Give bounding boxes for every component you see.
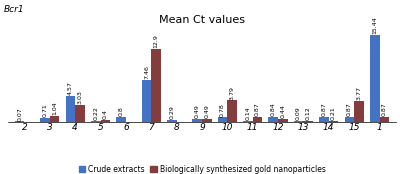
Bar [218,117,227,122]
Text: 7.46: 7.46 [144,65,149,79]
Bar [202,119,212,122]
Text: 0.14: 0.14 [246,106,250,120]
Bar [354,101,364,122]
Bar [344,117,354,122]
Bar [167,120,177,122]
Bar [319,117,329,122]
Text: 0.87: 0.87 [322,102,326,116]
Bar [75,105,85,122]
Bar [40,118,50,122]
Text: 0.12: 0.12 [306,106,311,120]
Bar [192,119,202,122]
Text: 0.09: 0.09 [296,107,301,120]
Text: 0.29: 0.29 [169,105,174,119]
Bar [253,117,262,122]
Bar [66,96,75,122]
Text: 0.22: 0.22 [93,106,98,120]
Text: 0.78: 0.78 [220,103,225,117]
Text: 15.44: 15.44 [372,16,377,34]
Text: 0.84: 0.84 [271,102,276,116]
Bar [278,119,288,122]
Bar [380,117,389,122]
Text: 0.87: 0.87 [347,102,352,116]
Bar [100,120,110,122]
Text: 4.57: 4.57 [68,81,73,95]
Text: 12.9: 12.9 [154,34,158,48]
Text: Bcr1: Bcr1 [4,5,25,14]
Title: Mean Ct values: Mean Ct values [159,15,245,25]
Text: 0.44: 0.44 [280,105,285,118]
Text: 0.4: 0.4 [103,109,108,119]
Text: 0.87: 0.87 [382,102,387,116]
Text: 0.8: 0.8 [119,107,124,116]
Text: 0.71: 0.71 [42,103,48,117]
Bar [116,117,126,122]
Text: 0.49: 0.49 [195,104,200,118]
Text: 3.79: 3.79 [230,86,235,100]
Legend: Crude extracts, Biologically synthesized gold nanoparticles: Crude extracts, Biologically synthesized… [76,162,328,174]
Text: 0.87: 0.87 [255,102,260,116]
Bar [50,116,60,122]
Text: 0.21: 0.21 [331,106,336,120]
Bar [15,121,24,122]
Bar [268,117,278,122]
Text: 3.77: 3.77 [356,86,362,100]
Bar [370,35,380,122]
Text: 1.04: 1.04 [52,101,57,115]
Bar [294,121,304,122]
Text: 0.07: 0.07 [17,107,22,121]
Text: 3.03: 3.03 [78,90,82,104]
Bar [91,121,100,122]
Bar [142,80,151,122]
Text: 0.49: 0.49 [204,104,209,118]
Bar [304,121,313,122]
Bar [329,121,338,122]
Bar [151,49,161,122]
Bar [227,100,237,122]
Bar [243,121,253,122]
